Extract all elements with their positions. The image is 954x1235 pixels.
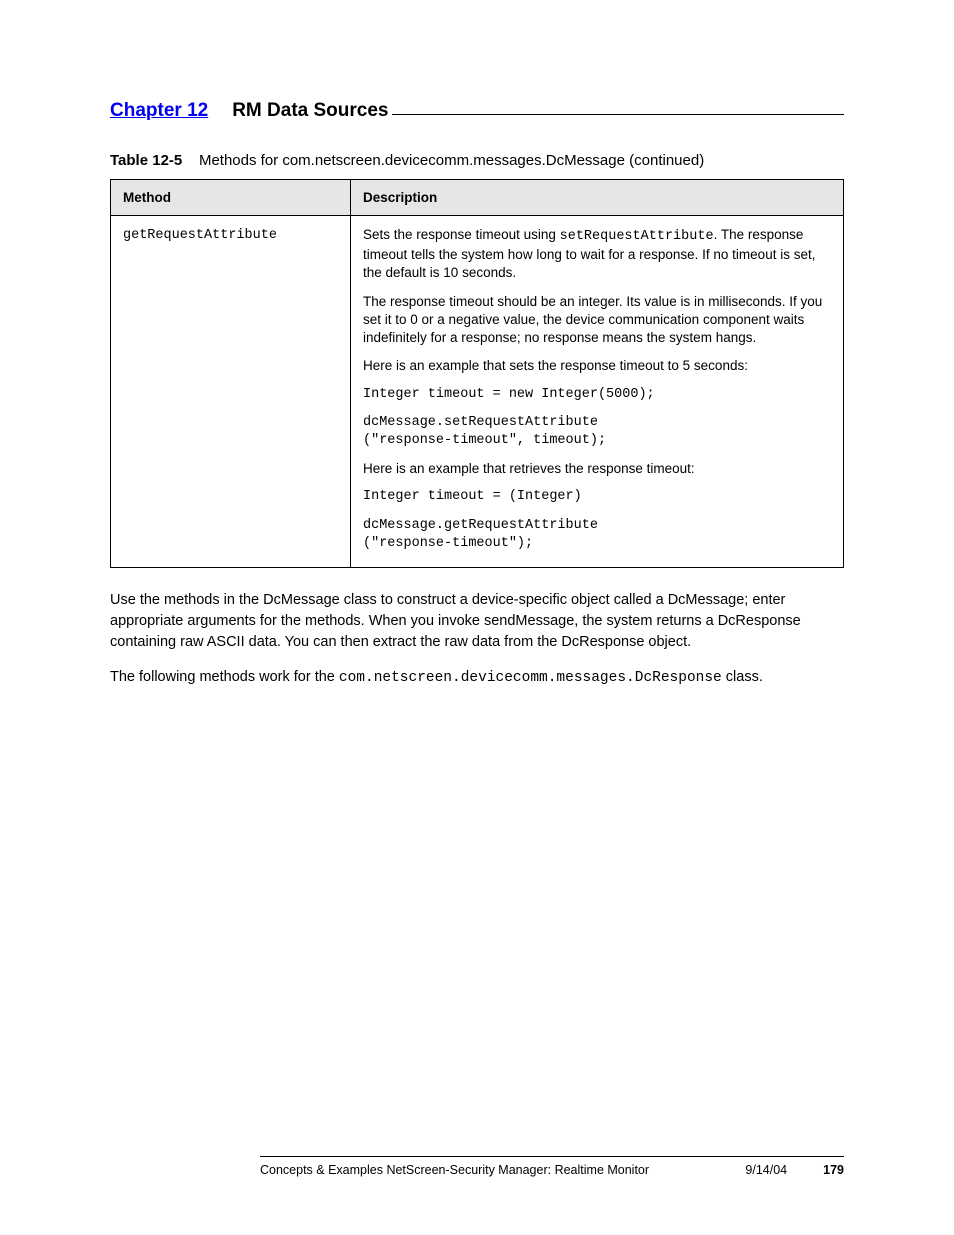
desc-mono: response-timeout	[379, 433, 509, 448]
header-divider	[392, 114, 844, 115]
page-footer: Concepts & Examples NetScreen-Security M…	[110, 1156, 844, 1177]
cell-description: Sets the response timeout using setReque…	[351, 216, 844, 568]
table-caption: Table 12-5 Methods for com.netscreen.dev…	[110, 152, 844, 169]
table-caption-continued: (continued)	[629, 152, 704, 169]
desc-text: Sets the response timeout using	[363, 227, 560, 242]
desc-paragraph: Sets the response timeout using setReque…	[363, 226, 831, 283]
footer-page-number: 179	[823, 1163, 844, 1177]
table-row: getRequestAttribute Sets the response ti…	[111, 216, 844, 568]
page-container: Chapter 12 RM Data Sources Table 12-5 Me…	[0, 0, 954, 1235]
chapter-link[interactable]: Chapter 12	[110, 100, 208, 122]
body-paragraph: The following methods work for the com.n…	[110, 667, 844, 689]
methods-table: Method Description getRequestAttribute S…	[110, 179, 844, 568]
body-text-span: The following methods work for the	[110, 669, 339, 685]
footer-date: 9/14/04	[745, 1163, 787, 1177]
desc-mono: setRequestAttribute	[560, 229, 714, 244]
desc-paragraph: Here is an example that retrieves the re…	[363, 460, 831, 478]
desc-paragraph: Here is an example that sets the respons…	[363, 357, 831, 375]
footer-book-title: Concepts & Examples NetScreen-Security M…	[260, 1163, 709, 1177]
desc-mono: ");	[509, 536, 533, 551]
body-text-span: class.	[722, 669, 763, 685]
body-paragraph: Use the methods in the DcMessage class t…	[110, 590, 844, 653]
method-name-text: getRequestAttribute	[123, 228, 277, 243]
table-caption-label: Table 12-5	[110, 152, 182, 169]
page-title: RM Data Sources	[232, 100, 388, 122]
table-header-row: Method Description	[111, 180, 844, 216]
column-header-method: Method	[111, 180, 351, 216]
desc-mono: dcMessage.getRequestAttribute	[363, 518, 598, 533]
cell-method: getRequestAttribute	[111, 216, 351, 568]
desc-mono: response-timeout	[379, 536, 509, 551]
desc-paragraph: The response timeout should be an intege…	[363, 293, 831, 348]
desc-mono: ("	[363, 433, 379, 448]
desc-code: dcMessage.getRequestAttribute ("response…	[363, 517, 831, 553]
table-caption-text: Methods for com.netscreen.devicecomm.mes…	[199, 152, 625, 169]
desc-mono: ("	[363, 536, 379, 551]
page-header: Chapter 12 RM Data Sources	[110, 100, 844, 122]
desc-mono: ", timeout);	[509, 433, 606, 448]
desc-code: dcMessage.setRequestAttribute ("response…	[363, 414, 831, 450]
desc-code: Integer timeout = (Integer)	[363, 488, 831, 506]
desc-code: Integer timeout = new Integer(5000);	[363, 386, 831, 404]
body-mono: com.netscreen.devicecomm.messages.DcResp…	[339, 670, 722, 686]
column-header-description: Description	[351, 180, 844, 216]
body-text: Use the methods in the DcMessage class t…	[110, 590, 844, 689]
footer-divider	[260, 1156, 844, 1157]
desc-mono: dcMessage.setRequestAttribute	[363, 415, 598, 430]
